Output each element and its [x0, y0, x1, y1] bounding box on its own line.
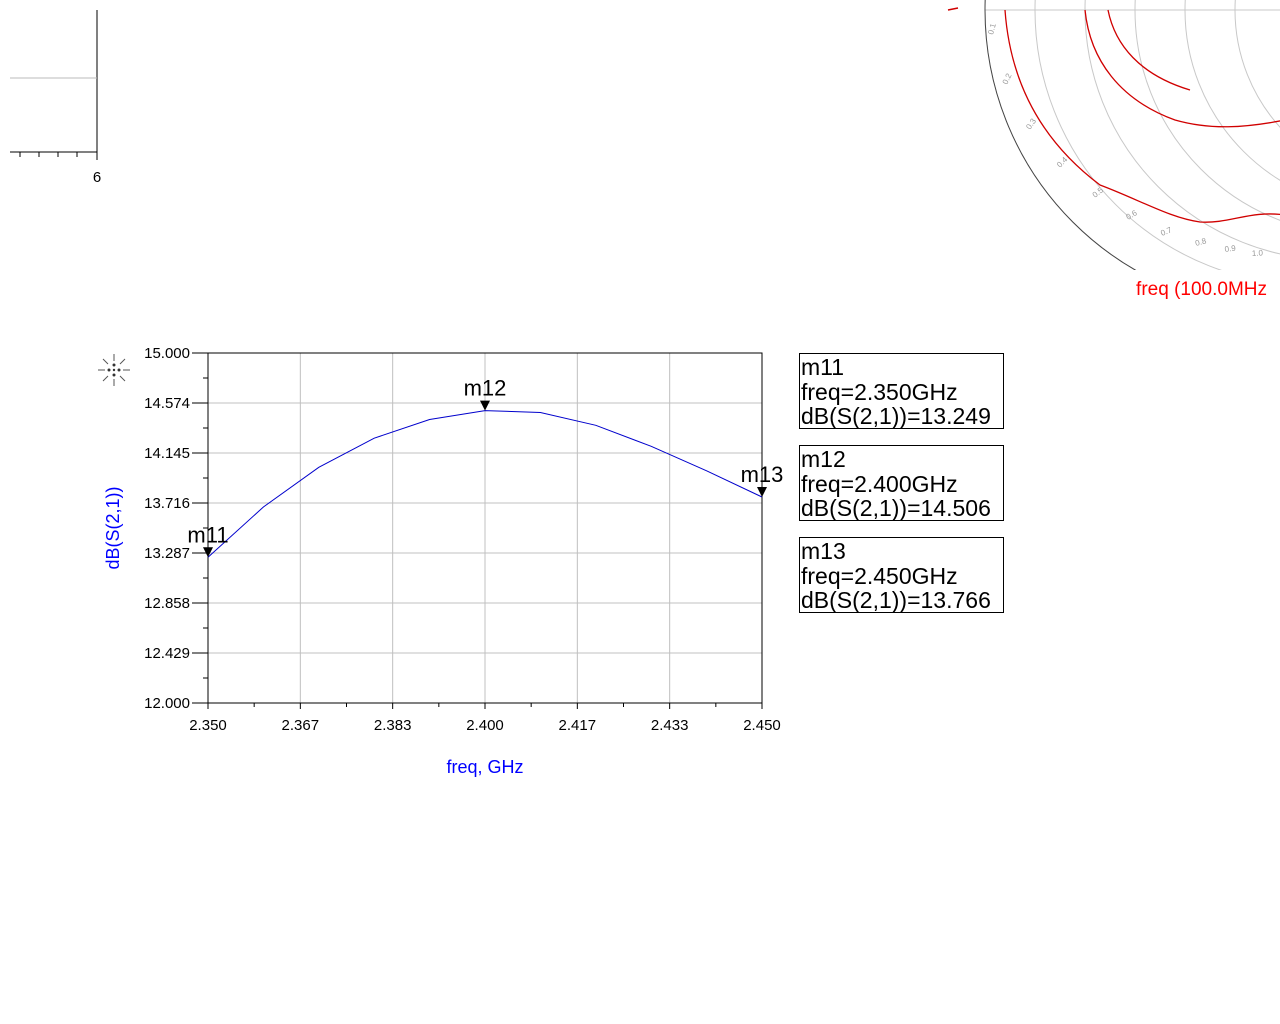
- y-tick-label: 13.716: [144, 495, 190, 512]
- y-tick-label: 13.287: [144, 545, 190, 562]
- y-tick-label: 12.000: [144, 695, 190, 712]
- y-tick-label: 12.858: [144, 595, 190, 612]
- svg-text:0.8: 0.8: [1194, 236, 1208, 248]
- marker-value: dB(S(2,1))=13.766: [801, 587, 991, 613]
- y-axis-label: dB(S(2,1)): [103, 486, 123, 569]
- smith-chart-trace: [947, 7, 1280, 223]
- marker-value: dB(S(2,1))=14.506: [801, 495, 991, 521]
- x-tick-label: 2.450: [743, 717, 781, 734]
- chart-logo-icon: [98, 354, 130, 386]
- marker-readout-m11: m11 freq=2.350GHz dB(S(2,1))=13.249: [799, 353, 1004, 429]
- smith-chart-grid: [985, 0, 1280, 270]
- smith-chart-scale: 0.1 0.2 0.3 0.4 0.5 0.6 0.7 0.8 0.9 1.0: [986, 22, 1264, 258]
- y-tick-label: 14.145: [144, 445, 190, 462]
- top-left-plot-tick-label: 6: [93, 169, 101, 186]
- x-tick-label: 2.383: [374, 717, 412, 734]
- marker-freq: freq=2.450GHz: [801, 562, 958, 589]
- svg-text:0.7: 0.7: [1159, 225, 1173, 238]
- marker-readout-m13: m13 freq=2.450GHz dB(S(2,1))=13.766: [799, 537, 1004, 613]
- marker-triangle: [757, 486, 767, 497]
- x-tick-label: 2.350: [189, 717, 227, 734]
- x-axis-label: freq, GHz: [446, 757, 523, 777]
- marker-label: m11: [187, 522, 228, 547]
- marker-freq: freq=2.350GHz: [801, 378, 958, 405]
- chart-tick-labels: 2.350 2.367 2.383 2.400 2.417 2.433 2.450 15.00…: [144, 345, 781, 734]
- marker-name: m12: [801, 446, 846, 472]
- x-tick-label: 2.417: [559, 717, 597, 734]
- svg-text:0.1: 0.1: [986, 22, 998, 36]
- marker-name: m11: [801, 354, 845, 380]
- marker-freq: freq=2.400GHz: [801, 470, 958, 497]
- x-tick-label: 2.367: [282, 717, 320, 734]
- marker-triangle: [203, 547, 213, 558]
- chart-markers: m11 m12 m13: [187, 376, 783, 558]
- y-tick-label: 12.429: [144, 645, 190, 662]
- marker-triangle: [480, 400, 490, 411]
- plot-frame: [207, 352, 763, 704]
- marker-name: m13: [801, 538, 846, 564]
- top-left-plot: 6: [10, 10, 101, 186]
- svg-text:0.3: 0.3: [1024, 116, 1038, 131]
- chart-axes: [192, 352, 763, 709]
- svg-text:0.5: 0.5: [1091, 185, 1106, 199]
- svg-text:1.0: 1.0: [1252, 248, 1264, 258]
- svg-text:0.6: 0.6: [1125, 208, 1140, 222]
- marker-readout-m12: m12 freq=2.400GHz dB(S(2,1))=14.506: [799, 445, 1004, 521]
- marker-value: dB(S(2,1))=13.249: [801, 403, 991, 429]
- y-tick-label: 15.000: [144, 345, 190, 362]
- y-tick-label: 14.574: [144, 395, 190, 412]
- marker-label: m12: [464, 376, 507, 401]
- smith-chart: 0.1 0.2 0.3 0.4 0.5 0.6 0.7 0.8 0.9 1.0: [947, 0, 1280, 270]
- svg-text:0.2: 0.2: [1001, 71, 1014, 85]
- svg-text:0.9: 0.9: [1224, 243, 1237, 254]
- smith-chart-outer-circle: [984, 0, 1137, 270]
- marker-label: m13: [741, 462, 784, 487]
- smith-chart-caption: freq (100.0MHz: [1136, 279, 1267, 300]
- s21-line-chart: 2.350 2.367 2.383 2.400 2.417 2.433 2.450 15.00…: [98, 345, 783, 777]
- x-tick-label: 2.433: [651, 717, 689, 734]
- x-tick-label: 2.400: [466, 717, 504, 734]
